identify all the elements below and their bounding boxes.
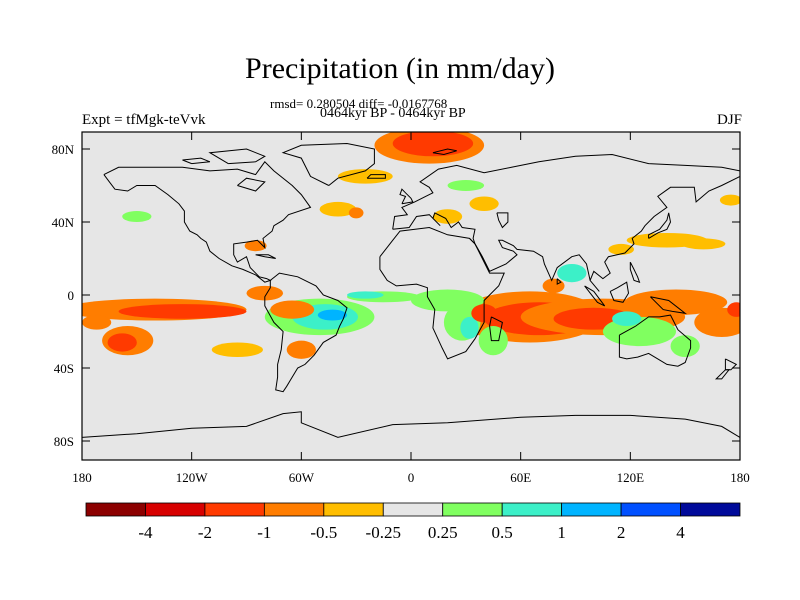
anomaly-patch [432, 209, 463, 224]
coastline-path [584, 285, 606, 307]
coastline-path [469, 238, 491, 272]
anomaly-patch [719, 194, 740, 206]
colorbar-swatch [501, 502, 563, 517]
lon-tick-label: 180 [72, 470, 92, 485]
colorbar-label: -2 [198, 523, 212, 542]
coastline-path [629, 261, 641, 283]
colorbar-swatch [204, 502, 265, 517]
colorbar-swatch [680, 502, 741, 517]
coastline-path [182, 157, 211, 165]
lat-tick-label: 0 [68, 288, 75, 303]
colorbar-swatch [85, 502, 146, 517]
colorbar-label: 0.25 [428, 523, 458, 542]
coastline-path [103, 161, 312, 283]
anomaly-patch [608, 243, 634, 255]
colorbar-label: 2 [617, 523, 626, 542]
lon-tick-label: 0 [408, 470, 415, 485]
anomaly-patch [246, 285, 284, 301]
anomaly-patch [447, 180, 485, 191]
coastline-path [281, 142, 375, 186]
coastline-path [489, 316, 503, 342]
colorbar-label: 1 [557, 523, 566, 542]
anomaly-patch [286, 340, 316, 359]
anomaly-patch [211, 342, 263, 358]
colorbar-label: 4 [676, 523, 685, 542]
colorbar-swatch [442, 502, 503, 517]
anomaly-patch [670, 335, 700, 358]
anomaly-patch [727, 302, 740, 317]
coastline-path [237, 177, 266, 192]
coastline-path [556, 278, 562, 285]
coastline-path [82, 411, 740, 438]
coastline-path [724, 358, 738, 371]
colorbar-label: -0.5 [310, 523, 337, 542]
coastline-path [255, 254, 276, 259]
coastline-path [399, 188, 414, 205]
coastline-path [618, 314, 692, 367]
anomaly-patch [542, 278, 565, 294]
anomaly-patch [107, 333, 137, 352]
coastline-path [432, 148, 457, 156]
coastline-path [379, 226, 505, 360]
colorbar-swatch [620, 502, 681, 517]
colorbar: -4 -2 -1 -0.5 -0.25 0.25 0.5 1 2 4 [85, 502, 741, 542]
colorbar-label: -0.25 [366, 523, 401, 542]
anomaly-patch [681, 238, 726, 250]
anomaly-patch [348, 207, 364, 219]
lat-tick-label: 40S [54, 361, 74, 376]
coastline-path [264, 272, 348, 393]
anomaly-patch [118, 304, 247, 319]
colorbar-swatch [263, 502, 325, 517]
anomaly-patch [347, 291, 384, 299]
lon-tick-label: 60E [510, 470, 531, 485]
anomaly-layer [82, 132, 740, 359]
lat-tick-label: 40N [52, 215, 75, 230]
coastline-path [648, 212, 672, 239]
anomaly-patch [460, 316, 479, 339]
coastline-path [208, 148, 266, 165]
anomaly-patch [694, 307, 740, 337]
anomaly-patch [337, 169, 393, 184]
colorbar-label: -1 [257, 523, 271, 542]
season-label: DJF [716, 112, 742, 128]
lat-tick-label: 80N [52, 142, 75, 157]
anomaly-patch [270, 300, 315, 319]
chart-title: Precipitation (in mm/day) [245, 52, 555, 85]
coastline-path [392, 153, 740, 292]
colorbar-swatch [323, 502, 384, 517]
coastline-path [366, 174, 386, 179]
colorbar-swatch [382, 502, 444, 517]
anomaly-patch [244, 240, 267, 252]
colorbar-swatch [145, 502, 206, 517]
lon-tick-label: 60W [289, 470, 315, 485]
colorbar-label: 0.5 [492, 523, 513, 542]
axis-ticks: 180 120W 60W 0 60E 120E 180 80N 40N 0 40S 80S [52, 132, 750, 485]
anomaly-patch [317, 309, 348, 321]
anomaly-patch [122, 211, 152, 222]
lon-tick-label: 120W [176, 470, 209, 485]
anomaly-patch [612, 311, 642, 327]
period-label: 0464kyr BP - 0464kyr BP [320, 106, 466, 121]
coastlines [82, 142, 740, 438]
coastline-path [714, 369, 731, 380]
coastline-path [609, 281, 630, 303]
lon-tick-label: 120E [617, 470, 645, 485]
anomaly-patch [624, 289, 728, 316]
lon-tick-label: 180 [730, 470, 750, 485]
lat-tick-label: 80S [54, 434, 74, 449]
anomaly-patch [557, 263, 587, 283]
coastline-path [496, 212, 509, 229]
colorbar-swatch [561, 502, 622, 517]
anomaly-patch [82, 315, 112, 330]
coastline-path [650, 296, 688, 315]
anomaly-patch [469, 196, 499, 212]
colorbar-label: -4 [138, 523, 153, 542]
rmsd-diff-stats: rmsd= 0.280504 diff= -0.0167768 [270, 96, 448, 111]
anomaly-patch [319, 201, 357, 217]
experiment-label: Expt = tfMgk-teVvk [82, 112, 206, 128]
